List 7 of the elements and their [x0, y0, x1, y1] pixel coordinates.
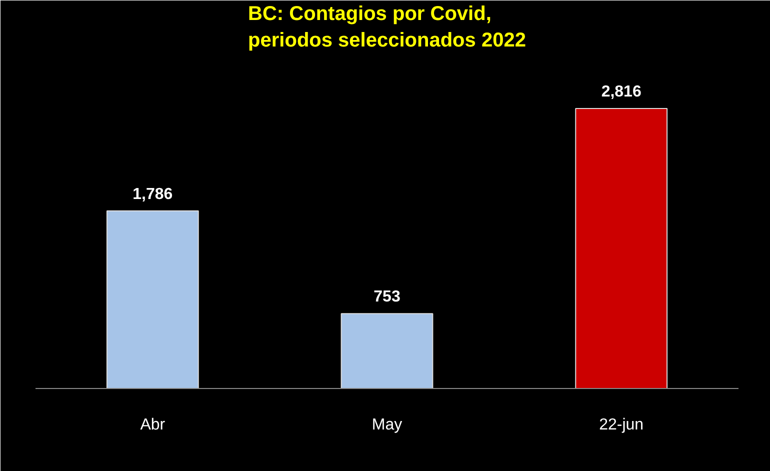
x-tick-label: 22-jun: [599, 416, 644, 434]
data-label: 753: [374, 288, 400, 306]
chart-title: BC: Contagios por Covid, periodos seleccionados 2022: [248, 3, 526, 52]
x-tick-label: Abr: [140, 416, 166, 434]
x-tick-label: May: [372, 416, 402, 434]
data-label: 1,786: [132, 186, 173, 203]
data-label: 2,816: [601, 84, 642, 100]
